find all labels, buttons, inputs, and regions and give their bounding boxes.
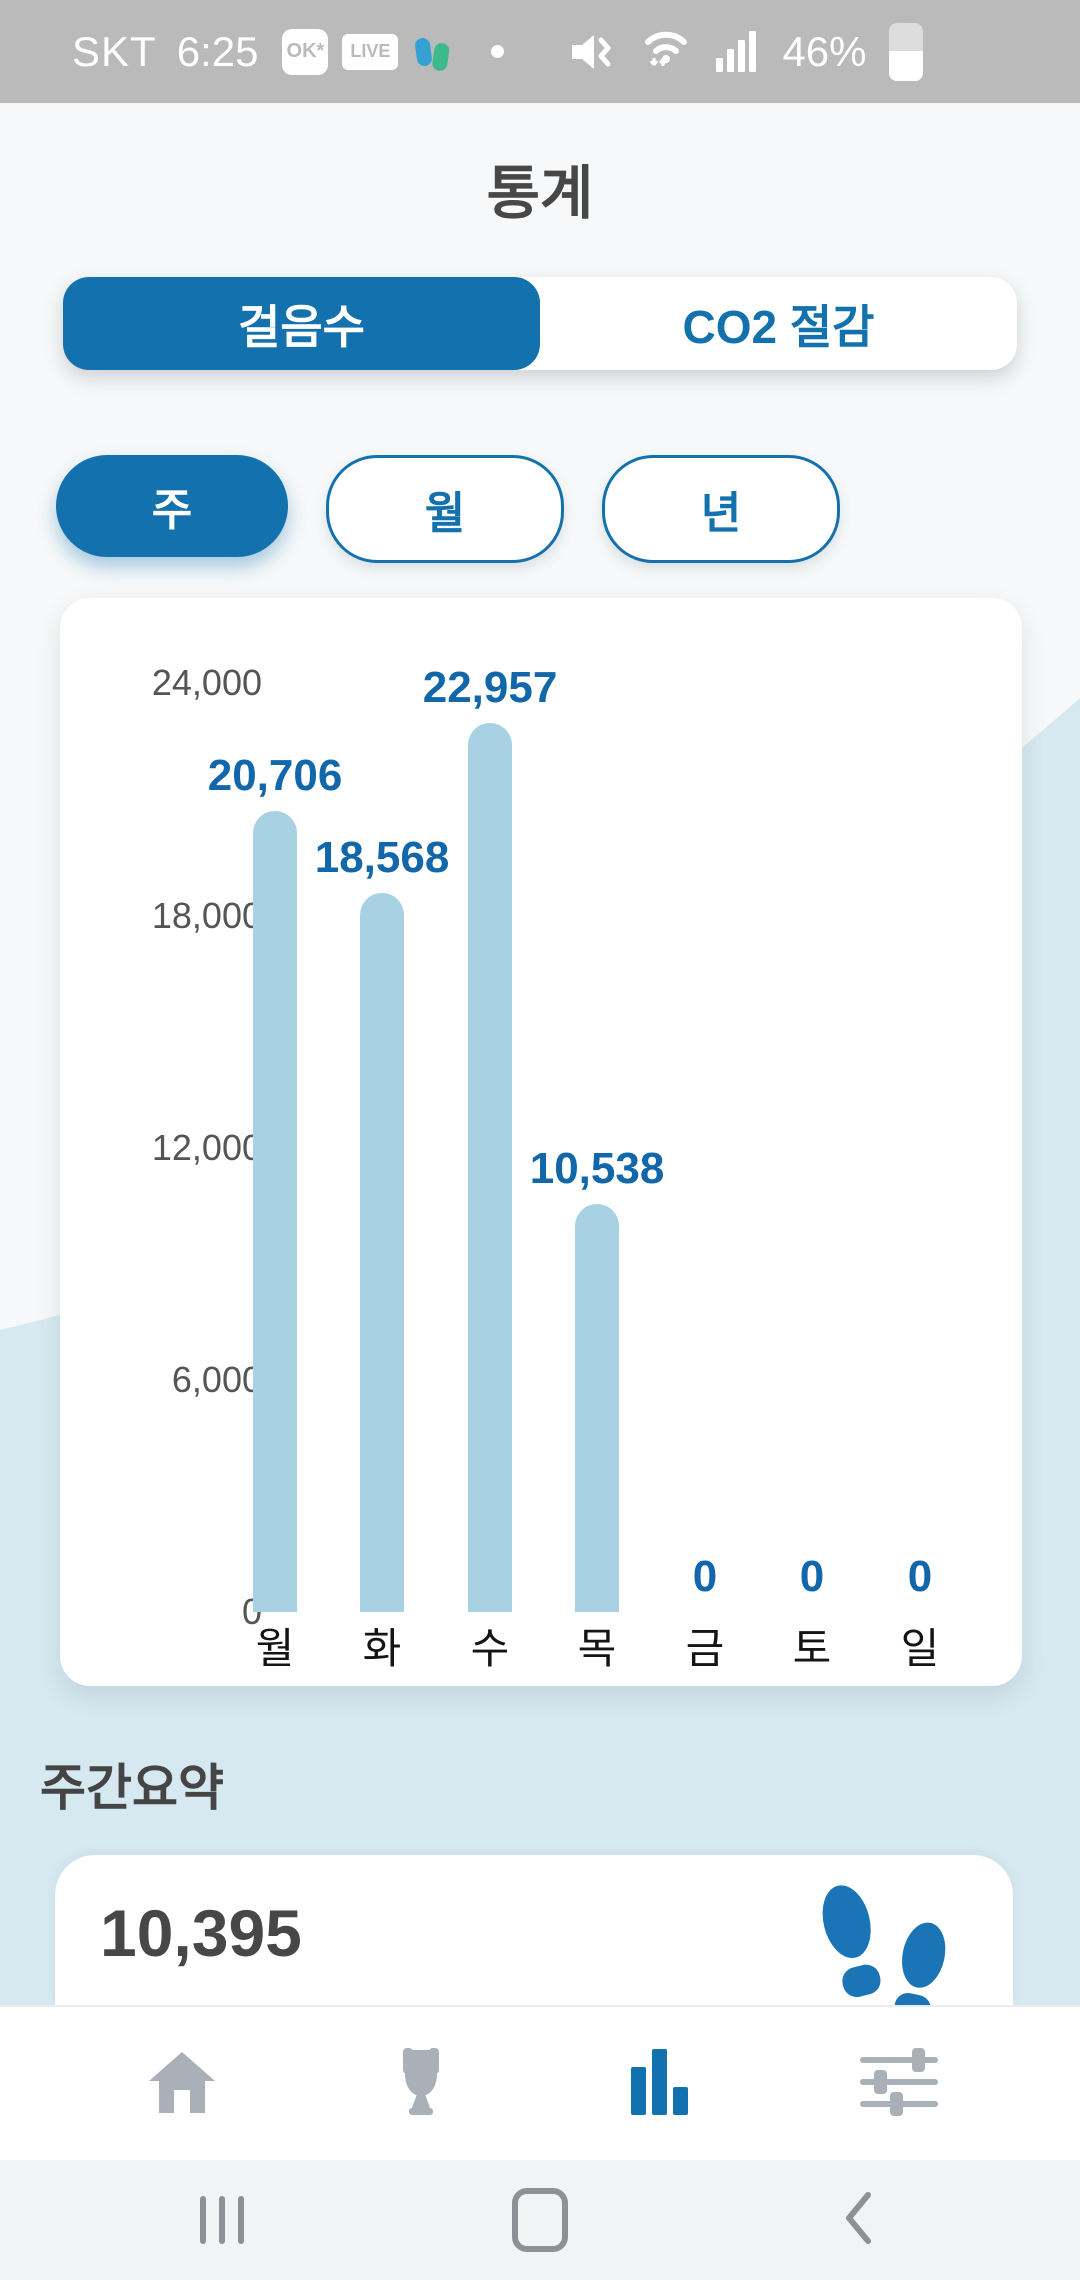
signal-icon bbox=[716, 31, 757, 72]
day-label: 토 bbox=[792, 1625, 832, 1672]
live-badge: LIVE bbox=[342, 33, 399, 70]
chart-column: 18,568 화 bbox=[315, 598, 450, 1672]
y-axis-tick: 24,000 bbox=[151, 662, 262, 703]
mute-icon bbox=[570, 32, 614, 72]
period-month[interactable]: 월 bbox=[326, 455, 564, 563]
chart-column: 20,706 월 bbox=[208, 598, 343, 1672]
bar-value-label: 0 bbox=[799, 1552, 825, 1601]
system-nav bbox=[0, 2160, 1080, 2280]
battery-percent: 46% bbox=[782, 27, 867, 75]
footsteps-icon bbox=[414, 36, 451, 72]
day-label: 목 bbox=[577, 1625, 617, 1672]
tab-bar: 걸음수 CO2 절감 bbox=[63, 277, 1017, 370]
day-label: 수 bbox=[470, 1625, 510, 1672]
footprints-icon bbox=[810, 1883, 970, 2005]
recents-icon bbox=[200, 2196, 244, 2244]
home-square-icon bbox=[512, 2188, 568, 2252]
bar bbox=[575, 1204, 619, 1612]
chart-column: 0 토 bbox=[758, 598, 866, 1672]
bar-value-label: 0 bbox=[907, 1552, 933, 1601]
page-title: 통계 bbox=[486, 161, 594, 226]
bar bbox=[253, 811, 297, 1612]
bar bbox=[468, 723, 512, 1612]
nav-stats[interactable] bbox=[622, 2045, 698, 2125]
day-label: 화 bbox=[362, 1625, 402, 1672]
notification-dot-icon bbox=[491, 45, 505, 58]
chart-card: 24,000 18,000 12,000 6,000 0 20,706 월 18… bbox=[60, 598, 1022, 1686]
battery-icon bbox=[888, 22, 923, 81]
trophy-icon bbox=[383, 2044, 459, 2125]
period-year[interactable]: 년 bbox=[602, 455, 840, 563]
wifi-icon bbox=[642, 26, 690, 78]
weekly-steps-value: 10,395 bbox=[100, 1896, 302, 1970]
chart-column: 10,538 목 bbox=[530, 598, 665, 1672]
day-label: 금 bbox=[685, 1625, 725, 1672]
ok-badge: OK* bbox=[282, 28, 329, 75]
bar-value-label: 10,538 bbox=[529, 1144, 665, 1193]
chart-column: 22,957 수 bbox=[423, 598, 558, 1672]
back-button[interactable] bbox=[828, 2190, 888, 2250]
chart-column: 0 일 bbox=[866, 598, 974, 1672]
status-bar: SKT 6:25 OK* LIVE 46% bbox=[0, 0, 1080, 103]
carrier-label: SKT bbox=[72, 27, 157, 75]
bar-value-label: 22,957 bbox=[422, 663, 558, 712]
bar-chart-icon bbox=[628, 2045, 692, 2124]
recents-button[interactable] bbox=[192, 2190, 252, 2250]
bar-value-label: 0 bbox=[692, 1552, 718, 1601]
y-axis-tick: 6,000 bbox=[171, 1359, 262, 1400]
weekly-summary-heading: 주간요약 bbox=[40, 1760, 224, 1816]
tab-steps[interactable]: 걸음수 bbox=[63, 277, 540, 370]
nav-ranking[interactable] bbox=[383, 2045, 459, 2125]
back-chevron-icon bbox=[844, 2191, 872, 2249]
bottom-nav bbox=[0, 2005, 1080, 2162]
time-label: 6:25 bbox=[176, 27, 259, 75]
y-axis-tick: 12,000 bbox=[151, 1127, 262, 1168]
day-label: 일 bbox=[900, 1625, 940, 1672]
bar bbox=[360, 893, 404, 1612]
y-axis-tick: 18,000 bbox=[151, 895, 262, 936]
nav-settings[interactable] bbox=[859, 2045, 938, 2125]
period-week[interactable]: 주 bbox=[56, 455, 288, 557]
bar-value-label: 20,706 bbox=[207, 751, 343, 800]
home-icon bbox=[145, 2048, 219, 2121]
tab-co2[interactable]: CO2 절감 bbox=[682, 300, 875, 353]
home-button[interactable] bbox=[510, 2188, 570, 2252]
bar-value-label: 18,568 bbox=[314, 833, 450, 882]
chart-column: 0 금 bbox=[651, 598, 759, 1672]
nav-home[interactable] bbox=[144, 2045, 220, 2125]
day-label: 월 bbox=[255, 1625, 295, 1672]
sliders-icon bbox=[856, 2045, 942, 2124]
period-filter: 주 월 년 bbox=[56, 455, 840, 563]
weekly-summary-card: 10,395 bbox=[55, 1855, 1013, 2005]
